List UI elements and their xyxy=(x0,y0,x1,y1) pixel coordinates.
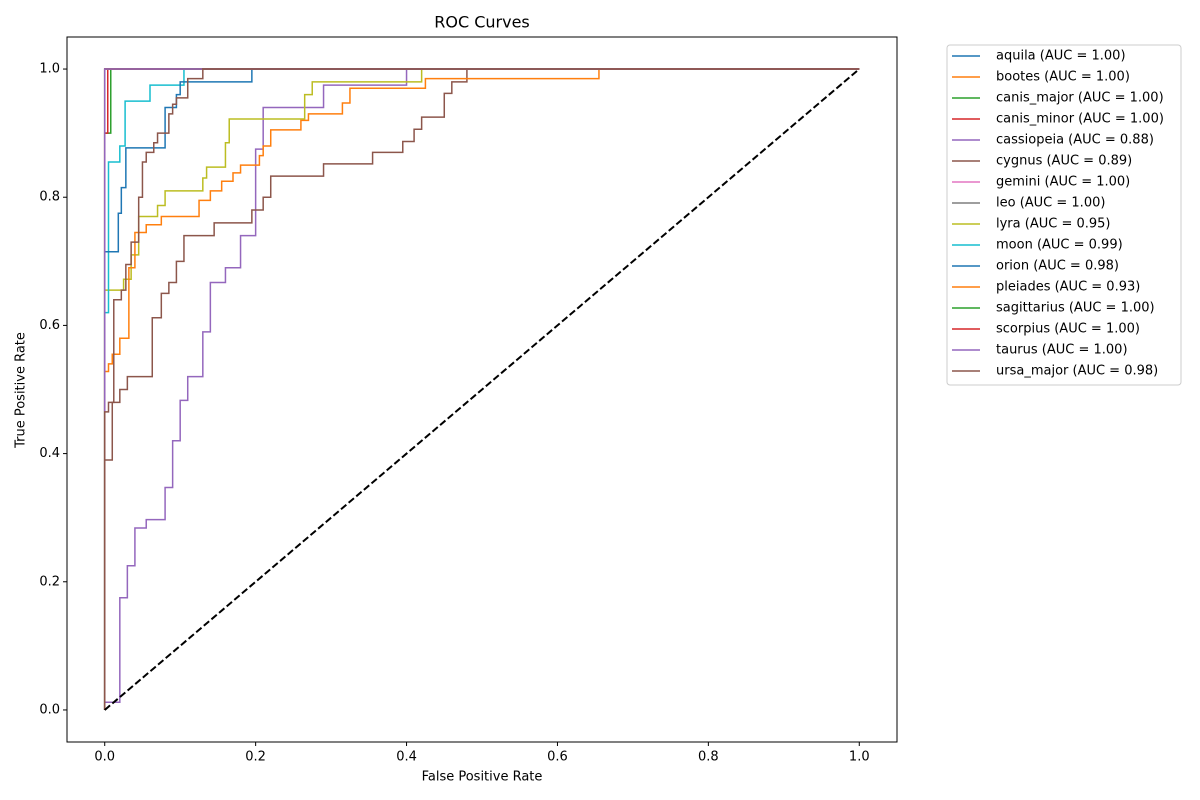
chart-title: ROC Curves xyxy=(434,13,530,32)
roc-curve xyxy=(103,68,860,710)
x-tick-label: 0.8 xyxy=(698,750,719,765)
y-axis-label: True Positive Rate xyxy=(14,332,29,449)
legend-label: gemini (AUC = 1.00) xyxy=(996,175,1130,190)
legend-box xyxy=(946,44,1182,386)
legend-label: sagittarius (AUC = 1.00) xyxy=(996,301,1155,316)
roc-curve xyxy=(103,68,860,710)
roc-curve xyxy=(103,68,860,710)
roc-curve xyxy=(103,68,860,710)
legend-label: bootes (AUC = 1.00) xyxy=(996,70,1130,85)
legend-label: scorpius (AUC = 1.00) xyxy=(996,322,1140,337)
x-tick-label: 1.0 xyxy=(849,750,870,765)
roc-curve xyxy=(103,68,860,710)
y-tick-label: 0.2 xyxy=(39,574,60,589)
legend-label: cygnus (AUC = 0.89) xyxy=(996,154,1132,169)
legend-label: lyra (AUC = 0.95) xyxy=(996,217,1110,232)
y-tick-label: 0.6 xyxy=(39,318,60,333)
x-tick-label: 0.2 xyxy=(245,750,266,765)
legend-label: cassiopeia (AUC = 0.88) xyxy=(996,133,1154,148)
legend-label: canis_major (AUC = 1.00) xyxy=(996,91,1164,106)
roc-curve xyxy=(103,68,860,710)
legend-label: orion (AUC = 0.98) xyxy=(996,259,1119,274)
plot-frame xyxy=(66,36,898,743)
y-tick-label: 0.0 xyxy=(39,702,60,717)
legend-label: moon (AUC = 0.99) xyxy=(996,238,1123,253)
x-tick-label: 0.4 xyxy=(396,750,417,765)
y-tick-label: 0.8 xyxy=(39,190,60,205)
legend: aquila (AUC = 1.00) bootes (AUC = 1.00) ca… xyxy=(946,44,1182,386)
legend-label: ursa_major (AUC = 0.98) xyxy=(996,364,1158,379)
x-tick-label: 0.6 xyxy=(547,750,568,765)
reference-line xyxy=(104,68,860,711)
x-tick-label: 0.0 xyxy=(94,750,115,765)
legend-label: taurus (AUC = 1.00) xyxy=(996,343,1128,358)
y-tick-label: 0.4 xyxy=(39,446,60,461)
x-axis-label: False Positive Rate xyxy=(422,770,543,785)
legend-label: canis_minor (AUC = 1.00) xyxy=(996,112,1164,127)
legend-label: leo (AUC = 1.00) xyxy=(996,196,1105,211)
legend-label: pleiades (AUC = 0.93) xyxy=(996,280,1140,295)
roc-curve xyxy=(103,68,860,710)
legend-label: aquila (AUC = 1.00) xyxy=(996,49,1126,64)
y-tick-label: 1.0 xyxy=(39,62,60,77)
